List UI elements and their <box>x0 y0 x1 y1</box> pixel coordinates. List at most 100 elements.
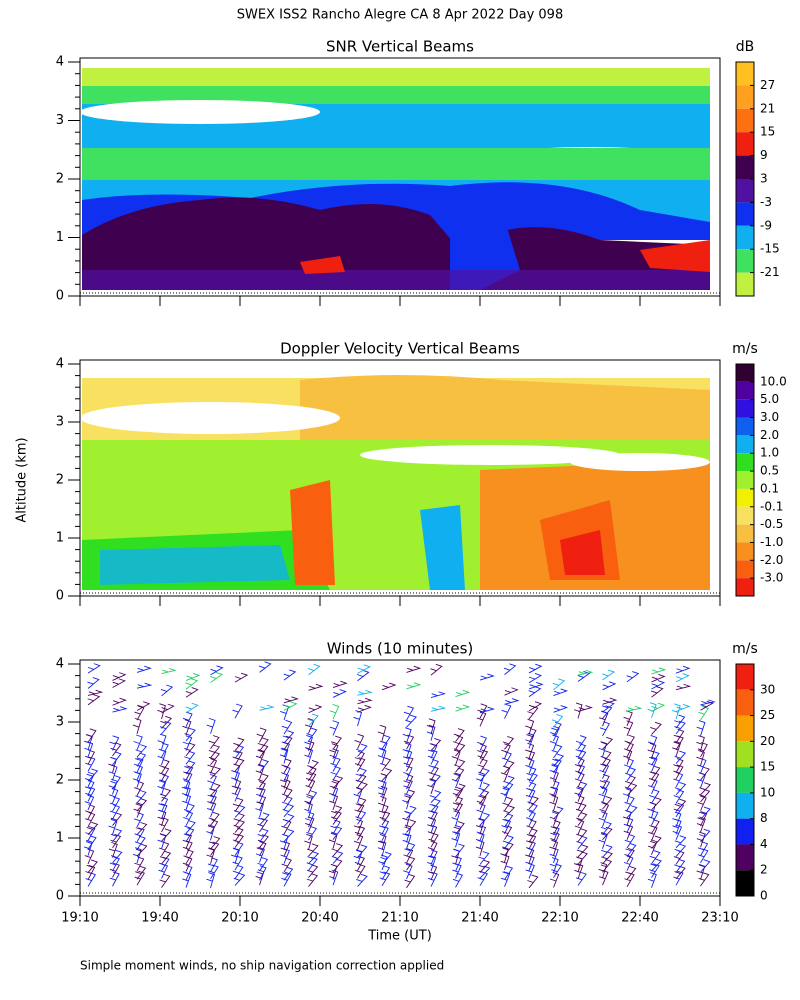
wind-barb <box>87 694 101 706</box>
wind-barb <box>232 855 243 871</box>
wind-barb <box>600 750 612 765</box>
wind-barb <box>426 724 436 741</box>
wind-barb <box>353 818 364 835</box>
wind-barb <box>451 810 461 827</box>
wind-barb <box>650 835 662 849</box>
wind-barb <box>207 857 218 873</box>
wind-barb <box>673 789 685 804</box>
wind-barb <box>380 757 392 772</box>
wind-barb <box>108 787 119 804</box>
wind-barb <box>502 813 514 828</box>
wind-barb <box>232 750 243 766</box>
wind-barb <box>136 701 151 711</box>
wind-barb <box>378 773 388 789</box>
wind-barb <box>329 743 339 759</box>
wind-barb <box>159 720 172 735</box>
wind-barb <box>110 742 122 757</box>
wind-barb <box>698 828 711 843</box>
wind-barb <box>502 796 514 812</box>
wind-barb <box>649 850 661 865</box>
wind-barb <box>549 839 559 856</box>
colorbar-label: -1.0 <box>760 535 783 549</box>
wind-barb <box>402 833 412 850</box>
wind-barb <box>673 735 684 751</box>
wind-barb <box>356 743 368 757</box>
wind-barb <box>598 811 608 828</box>
wind-barb <box>208 841 220 856</box>
footnote: Simple moment winds, no ship navigation … <box>80 959 444 973</box>
colorbar-swatch <box>736 542 754 561</box>
wind-barb <box>182 840 193 856</box>
wind-barb <box>575 735 587 750</box>
wind-barb <box>622 786 632 803</box>
wind-barb <box>622 809 632 826</box>
wind-barb <box>184 820 196 834</box>
wind-barb <box>429 773 441 788</box>
y-tick-label: 1 <box>56 531 64 546</box>
wind-barb <box>257 828 269 843</box>
wind-barb <box>354 733 365 749</box>
x-tick-label: 19:10 <box>61 911 98 926</box>
wind-barb <box>528 681 544 690</box>
wind-barb <box>83 839 93 856</box>
y-tick-label: 0 <box>56 889 64 904</box>
wind-barb <box>136 665 152 673</box>
wind-barb <box>404 789 416 804</box>
wind-barb <box>675 673 690 683</box>
wind-barb <box>478 782 490 796</box>
y-tick-label: 2 <box>56 172 64 187</box>
wind-barb <box>206 717 216 734</box>
wind-barb <box>281 857 292 873</box>
wind-barb <box>280 765 291 782</box>
wind-barb <box>427 849 438 865</box>
wind-barb <box>206 872 215 889</box>
wind-barb <box>377 748 387 765</box>
wind-barb <box>86 821 99 835</box>
wind-barb <box>551 744 563 759</box>
wind-barb <box>379 819 390 835</box>
wind-barb <box>207 794 217 811</box>
wind-barb <box>675 665 691 674</box>
plot-frame <box>79 659 721 897</box>
wind-barb <box>377 840 387 857</box>
wind-barb <box>576 851 588 865</box>
wind-barb <box>525 718 535 735</box>
wind-barb <box>331 850 344 864</box>
colorbar-frame <box>735 363 755 597</box>
wind-barb <box>674 865 686 880</box>
wind-barb <box>110 828 123 842</box>
wind-barb <box>599 802 610 818</box>
wind-barb <box>281 719 293 735</box>
wind-barb <box>575 802 587 818</box>
wind-barb <box>110 775 121 790</box>
wind-barb <box>696 735 705 752</box>
wind-barb <box>208 744 221 759</box>
wind-barb <box>135 865 147 880</box>
wind-barb <box>406 665 422 673</box>
wind-barb <box>404 819 417 833</box>
wind-barb <box>430 691 446 699</box>
wind-barb <box>504 687 519 696</box>
wind-barb <box>478 789 490 804</box>
colorbar-swatch <box>736 249 754 273</box>
wind-barb <box>159 873 171 888</box>
wind-barb <box>87 663 101 674</box>
wind-barb <box>501 743 511 759</box>
wind-barb <box>696 863 706 880</box>
wind-barb <box>135 752 147 767</box>
wind-barb <box>599 763 610 779</box>
wind-barb <box>623 710 633 727</box>
wind-barb <box>355 844 368 858</box>
wind-barb <box>182 871 192 888</box>
wind-barb <box>158 803 168 819</box>
wind-barb <box>85 835 97 850</box>
wind-barb <box>329 703 340 720</box>
wind-barb <box>696 750 705 767</box>
wind-barb <box>527 796 539 810</box>
wind-barb <box>109 856 120 872</box>
wind-barb <box>259 704 275 711</box>
wind-barb <box>406 682 422 690</box>
wind-barb <box>650 797 662 811</box>
wind-barb <box>184 750 196 765</box>
wind-barb <box>426 718 436 735</box>
